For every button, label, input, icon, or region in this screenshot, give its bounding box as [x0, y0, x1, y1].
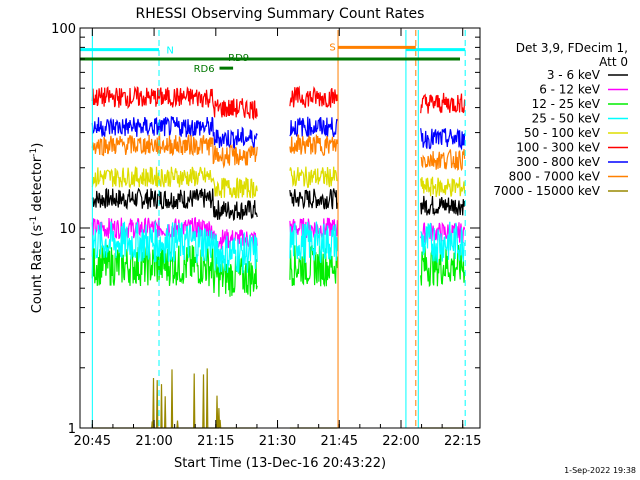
series-25-50-kev	[91, 221, 466, 274]
legend-header-line1: Det 3,9, FDecim 1,	[516, 41, 628, 55]
series-trace	[91, 115, 258, 150]
legend-label: 25 - 50 keV	[532, 112, 601, 126]
x-tick-label: 22:00	[382, 434, 419, 449]
series-trace	[289, 85, 338, 108]
legend-label: 100 - 300 keV	[516, 141, 600, 155]
series-trace	[289, 134, 338, 157]
flag-label-rd6: RD6	[194, 64, 215, 75]
series-trace	[91, 85, 258, 121]
legend-label: 7000 - 15000 keV	[493, 184, 600, 198]
x-tick-label: 20:45	[74, 434, 111, 449]
vertical-markers	[91, 30, 466, 428]
series-layer	[91, 85, 466, 429]
series-trace	[420, 221, 466, 263]
legend-label: 50 - 100 keV	[524, 126, 601, 140]
flag-bars: N S RD6 RD9	[80, 42, 466, 75]
series-100-300-kev	[91, 85, 466, 121]
series-trace	[420, 92, 466, 114]
legend-label: 6 - 12 keV	[539, 83, 601, 97]
series-trace	[91, 221, 258, 274]
x-tick-label: 21:45	[321, 434, 358, 449]
legend-label: 12 - 25 keV	[532, 97, 601, 111]
x-axis: 20:45 21:00 21:15 21:30 21:45 22:00 22:15	[74, 28, 481, 449]
x-axis-label: Start Time (13-Dec-16 20:43:22)	[174, 456, 386, 471]
series-trace	[91, 132, 258, 169]
series-trace	[420, 149, 466, 172]
x-tick-label: 21:30	[259, 434, 296, 449]
series-3-6-kev	[91, 187, 466, 222]
series-trace	[289, 221, 338, 264]
flag-label-rd9: RD9	[228, 53, 249, 64]
legend-label: 300 - 800 keV	[516, 155, 600, 169]
legend-header-line2: Att 0	[599, 55, 628, 69]
series-trace	[420, 176, 466, 198]
flag-label-n: N	[166, 46, 173, 57]
legend-label: 800 - 7000 keV	[509, 170, 601, 184]
series-trace	[420, 245, 466, 288]
series-800-7000-kev	[91, 132, 466, 172]
x-tick-label: 22:15	[444, 434, 481, 449]
series-trace	[91, 166, 258, 199]
y-axis: 1 10 100	[51, 22, 480, 437]
series-trace	[289, 166, 338, 189]
flag-label-s: S	[329, 42, 335, 53]
series-trace	[289, 116, 338, 138]
generation-timestamp: 1-Sep-2022 19:38	[564, 466, 636, 475]
y-axis-label: Count Rate (s-1 detector-1)	[29, 143, 45, 314]
series-300-800-kev	[91, 115, 466, 151]
x-tick-label: 21:00	[135, 434, 172, 449]
series-trace	[420, 128, 466, 151]
series-trace	[91, 187, 258, 222]
x-tick-label: 21:15	[197, 434, 234, 449]
chart-title: RHESSI Observing Summary Count Rates	[136, 6, 425, 22]
series-trace	[420, 195, 466, 217]
legend-label: 3 - 6 keV	[547, 68, 601, 82]
series-trace	[289, 217, 338, 239]
y-tick-label: 100	[51, 22, 76, 37]
y-tick-label: 10	[59, 222, 76, 237]
series-trace	[289, 188, 338, 210]
series-50-100-kev	[91, 166, 466, 199]
y-tick-label: 1	[68, 422, 76, 437]
